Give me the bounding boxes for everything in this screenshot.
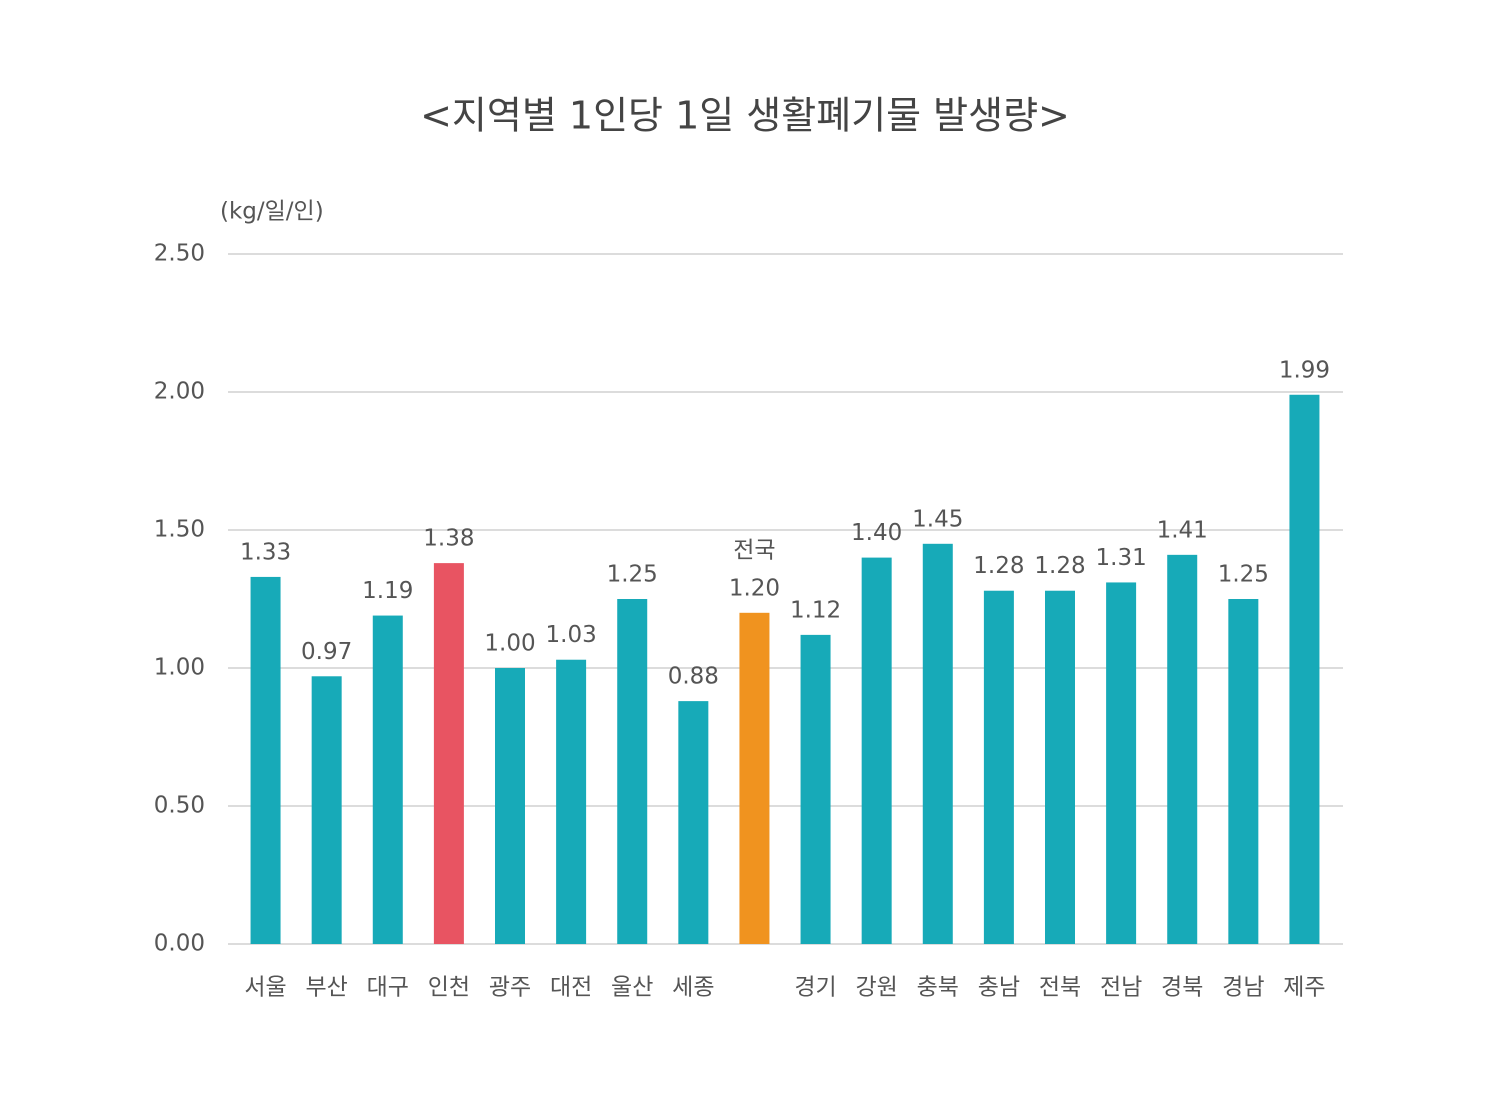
x-tick-label: 부산 bbox=[306, 975, 348, 1001]
value-label: 1.40 bbox=[851, 520, 902, 546]
bar bbox=[433, 563, 464, 944]
value-label: 1.99 bbox=[1279, 357, 1330, 383]
value-label: 1.31 bbox=[1096, 545, 1147, 571]
value-label: 1.41 bbox=[1157, 517, 1208, 543]
y-tick-label: 1.00 bbox=[154, 655, 205, 681]
x-tick-label: 인천 bbox=[428, 975, 470, 1001]
x-tick-label: 경북 bbox=[1161, 975, 1203, 1001]
bar bbox=[617, 599, 648, 944]
value-label: 1.00 bbox=[484, 631, 535, 657]
bar bbox=[311, 676, 342, 944]
y-tick-label: 0.50 bbox=[154, 793, 205, 819]
value-label: 1.25 bbox=[607, 562, 658, 588]
bar bbox=[372, 615, 403, 944]
value-label: 1.25 bbox=[1218, 562, 1269, 588]
x-tick-label: 세종 bbox=[672, 975, 714, 1001]
bar bbox=[922, 543, 953, 944]
x-tick-label: 경기 bbox=[794, 975, 836, 1001]
x-tick-label: 대전 bbox=[550, 975, 592, 1001]
value-label: 1.45 bbox=[912, 506, 963, 532]
y-tick-label: 2.50 bbox=[154, 241, 205, 267]
annotation: 전국 bbox=[733, 537, 775, 563]
bar bbox=[1228, 599, 1259, 944]
bar bbox=[556, 659, 587, 944]
bar bbox=[861, 557, 892, 944]
value-label: 1.12 bbox=[790, 597, 841, 623]
bar bbox=[250, 576, 281, 944]
y-axis-label: (kg/일/인) bbox=[220, 199, 324, 225]
x-tick-label: 서울 bbox=[244, 975, 286, 1001]
value-label: 1.33 bbox=[240, 539, 291, 565]
x-tick-label: 충남 bbox=[978, 975, 1020, 1001]
bar bbox=[800, 634, 831, 944]
value-label: 0.88 bbox=[668, 664, 719, 690]
value-label: 1.03 bbox=[546, 622, 597, 648]
bar bbox=[1045, 590, 1075, 944]
x-tick-label: 광주 bbox=[489, 975, 531, 1001]
value-label: 1.28 bbox=[1034, 553, 1085, 579]
x-tick-label: 경남 bbox=[1222, 975, 1264, 1001]
value-label: 1.20 bbox=[729, 575, 780, 601]
x-tick-label: 충북 bbox=[917, 975, 959, 1001]
x-tick-label: 전남 bbox=[1100, 975, 1142, 1001]
value-label: 1.28 bbox=[973, 553, 1024, 579]
x-tick-label: 울산 bbox=[611, 975, 653, 1001]
y-tick-label: 1.50 bbox=[154, 517, 205, 543]
bar bbox=[1106, 582, 1137, 944]
x-tick-label: 제주 bbox=[1283, 975, 1325, 1001]
value-label: 0.97 bbox=[301, 639, 352, 665]
chart-title: <지역별 1인당 1일 생활폐기물 발생량> bbox=[420, 94, 1070, 138]
x-tick-label: 대구 bbox=[367, 975, 409, 1001]
bar bbox=[739, 612, 770, 944]
bar bbox=[1167, 554, 1198, 944]
bar bbox=[495, 668, 525, 944]
bar bbox=[678, 701, 709, 944]
value-label: 1.38 bbox=[423, 526, 474, 552]
x-tick-label: 전북 bbox=[1039, 975, 1081, 1001]
value-label: 1.19 bbox=[362, 578, 413, 604]
y-tick-label: 0.00 bbox=[154, 931, 205, 957]
x-tick-label: 강원 bbox=[856, 975, 898, 1001]
bar bbox=[1289, 394, 1320, 944]
bar bbox=[983, 590, 1014, 944]
y-tick-label: 2.00 bbox=[154, 379, 205, 405]
